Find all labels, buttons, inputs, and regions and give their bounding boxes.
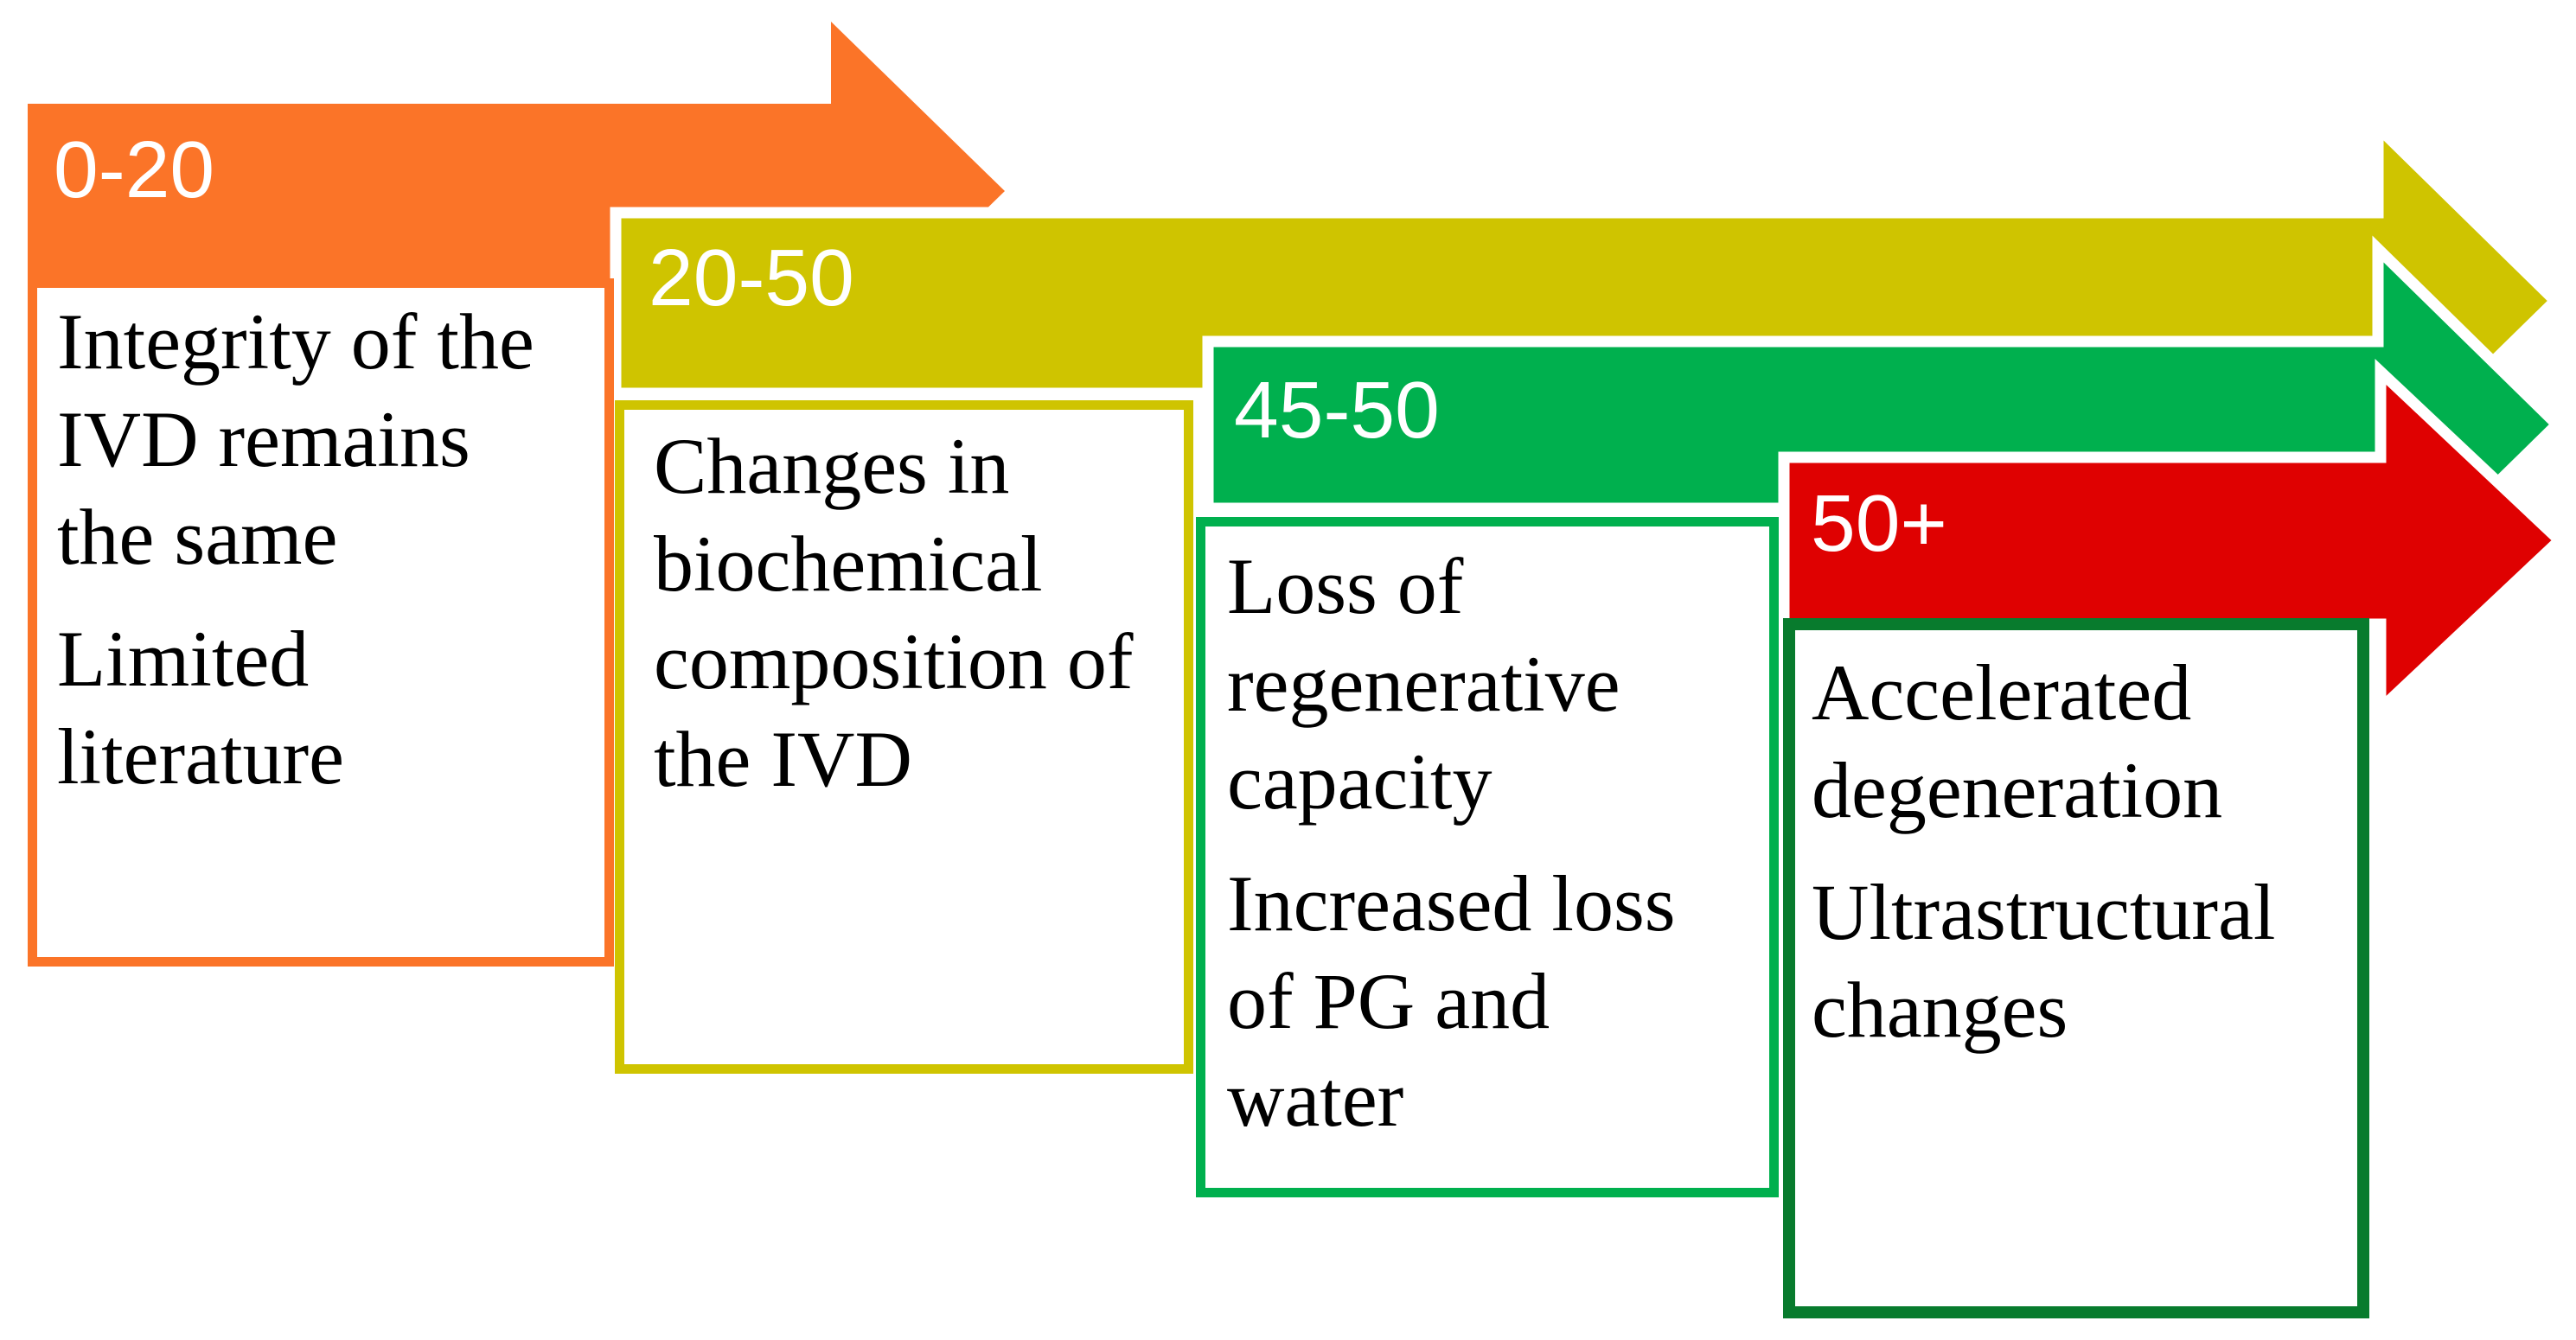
note-box-0-20: Integrity of the IVD remains the same Li… [28, 278, 614, 967]
note-text: Accelerated degeneration [1812, 648, 2223, 834]
note-box-20-50: Changes in biochemical composition of th… [615, 400, 1193, 1074]
note-box-45-50: Loss of regenerative capacity Increased … [1196, 517, 1779, 1197]
age-label-0-20: 0-20 [54, 124, 215, 214]
note-text: Integrity of the IVD remains the same [57, 297, 534, 581]
note-text: Ultrastructural changes [1812, 868, 2276, 1054]
age-label-45-50: 45-50 [1234, 365, 1440, 455]
note-text: Increased loss of PG and water [1227, 859, 1676, 1143]
age-label-20-50: 20-50 [649, 233, 854, 322]
note-text: Limited literature [57, 615, 345, 801]
note-box-50plus: Accelerated degeneration Ultrastructural… [1783, 618, 2369, 1318]
note-text: Changes in biochemical composition of th… [654, 422, 1134, 803]
age-label-50plus: 50+ [1811, 478, 1947, 568]
note-text: Loss of regenerative capacity [1227, 542, 1620, 826]
